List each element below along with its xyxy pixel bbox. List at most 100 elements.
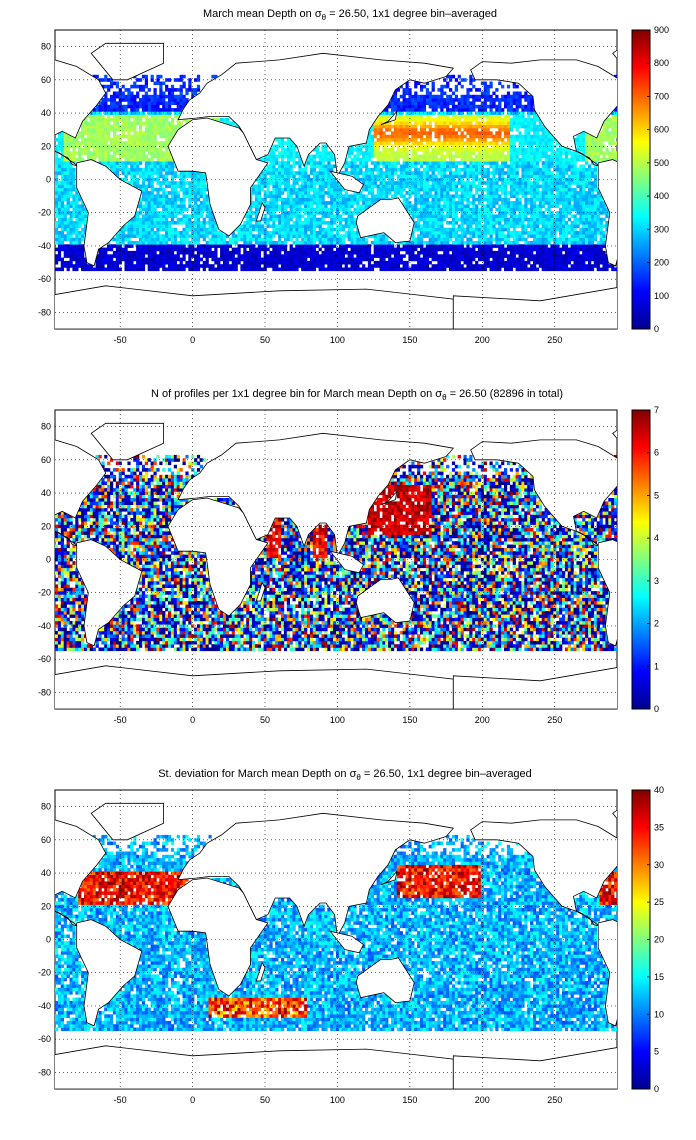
data-cell: [362, 197, 366, 202]
data-cell: [388, 164, 392, 169]
data-cell: [373, 181, 377, 185]
data-cell: [72, 207, 76, 212]
data-cell: [440, 267, 444, 272]
data-cell: [428, 260, 432, 265]
data-cell: [530, 264, 534, 268]
data-cell: [391, 260, 395, 265]
data-cell: [220, 257, 224, 262]
data-cell: [443, 227, 447, 232]
data-cell: [420, 257, 424, 262]
data-cell: [434, 211, 438, 215]
data-cell: [55, 241, 59, 245]
data-cell: [63, 197, 67, 202]
data-cell: [428, 161, 432, 165]
data-cell: [437, 264, 441, 268]
data-cell: [596, 157, 600, 162]
data-cell: [72, 204, 76, 208]
data-cell: [411, 211, 415, 215]
data-cell: [602, 267, 606, 272]
data-cell: [454, 254, 458, 258]
data-cell: [356, 241, 360, 245]
data-cell: [463, 267, 467, 272]
data-cell: [518, 191, 522, 195]
data-cell: [309, 204, 314, 208]
data-cell: [570, 177, 574, 182]
data-cell: [321, 171, 325, 175]
data-cell: [370, 174, 374, 179]
data-cell: [78, 241, 82, 245]
data-cell: [321, 267, 325, 272]
data-cell: [318, 224, 322, 228]
data-cell: [60, 247, 64, 252]
data-cell: [376, 161, 380, 165]
data-cell: [356, 207, 360, 212]
data-cell: [431, 154, 435, 159]
data-cell: [133, 250, 137, 255]
data-cell: [278, 194, 282, 198]
data-cell: [136, 181, 140, 185]
data-cell: [454, 241, 458, 245]
data-cell: [483, 181, 487, 185]
data-cell: [362, 254, 366, 258]
data-cell: [185, 187, 189, 192]
data-cell: [63, 151, 67, 155]
data-cell: [327, 241, 331, 245]
data-cell: [170, 211, 175, 215]
data-cell: [185, 260, 189, 265]
data-cell: [567, 250, 571, 255]
data-cell: [318, 254, 322, 258]
data-cell: [147, 194, 151, 198]
data-cell: [573, 181, 577, 185]
data-cell: [309, 201, 314, 205]
data-cell: [304, 177, 308, 182]
data-cell: [168, 191, 172, 195]
data-cell: [286, 211, 290, 215]
data-cell: [596, 197, 600, 202]
data-cell: [495, 154, 499, 159]
data-cell: [602, 201, 606, 205]
data-cell: [234, 257, 238, 262]
data-cell: [281, 154, 285, 159]
data-cell: [417, 197, 421, 202]
data-cell: [263, 157, 267, 162]
data-cell: [124, 260, 128, 265]
data-cell: [573, 204, 577, 208]
data-cell: [559, 191, 563, 195]
data-cell: [501, 244, 505, 248]
data-cell: [153, 237, 157, 242]
data-cell: [483, 217, 487, 222]
data-cell: [385, 250, 389, 255]
data-cell: [136, 254, 140, 258]
data-cell: [281, 234, 285, 238]
data-cell: [60, 217, 64, 222]
data-cell: [133, 154, 137, 159]
data-cell: [304, 201, 308, 205]
data-cell: [466, 254, 470, 258]
data-cell: [376, 194, 380, 198]
data-cell: [512, 264, 516, 268]
data-cell: [153, 257, 157, 262]
data-cell: [556, 201, 560, 205]
data-cell: [272, 264, 276, 268]
data-cell: [63, 237, 67, 242]
data-cell: [440, 171, 444, 175]
data-cell: [463, 231, 467, 235]
data-cell: [272, 211, 276, 215]
data-cell: [92, 154, 96, 159]
data-cell: [257, 227, 261, 232]
data-cell: [136, 167, 140, 172]
data-cell: [506, 204, 511, 208]
data-cell: [396, 241, 400, 245]
data-cell: [538, 217, 542, 222]
data-cell: [159, 181, 163, 185]
data-cell: [168, 161, 172, 165]
data-cell: [272, 171, 276, 175]
data-cell: [95, 264, 99, 268]
data-cell: [370, 171, 374, 175]
data-cell: [130, 234, 134, 238]
data-cell: [359, 207, 363, 212]
data-cell: [443, 164, 447, 169]
data-cell: [518, 267, 522, 272]
data-cell: [66, 244, 70, 248]
data-cell: [489, 171, 493, 175]
